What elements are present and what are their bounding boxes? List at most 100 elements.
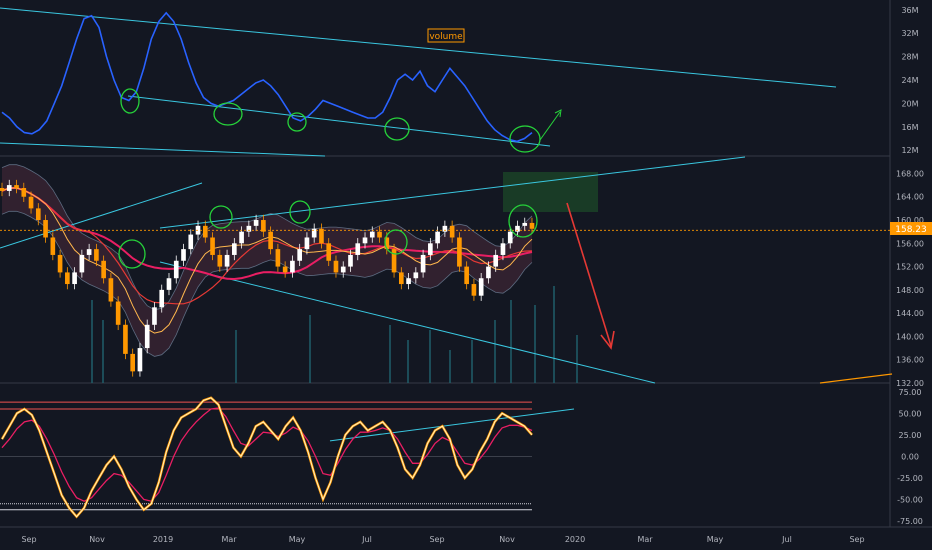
volume-line [1,11,533,143]
candle-body-3 [14,185,19,189]
price-circle-2 [209,205,233,229]
candle-body-21 [144,324,150,349]
candle-body-46 [326,243,332,261]
time-axis-tick: May [707,535,724,544]
candle-body-65 [464,266,469,285]
volume-circle-3 [287,112,307,132]
candle-body-18 [123,324,128,354]
candle-body-55 [391,249,397,273]
candle-body-62 [442,225,448,232]
candle-body-56 [398,272,404,285]
osc-axis-tick: -25.00 [897,474,923,483]
ma-mid [1,187,533,305]
volume-axis-tick: 24M [901,76,918,85]
candle-body-29 [202,225,208,238]
candle-body-73 [522,222,528,226]
candle-body-64 [457,237,462,267]
candle-body-71 [507,231,513,244]
candle-body-74 [529,222,535,229]
time-axis-tick: May [289,535,306,544]
candle-body-9 [57,254,63,273]
time-axis-tick: Nov [89,535,105,544]
candle-body-51 [362,237,368,244]
candle-body-28 [195,225,201,235]
ma-fast [1,187,533,334]
candle-body-17 [115,301,121,325]
volume-up-arrow [539,111,561,141]
time-axis-tick: 2020 [565,535,585,544]
candle-body-70 [500,243,506,255]
volume-upper-trendline [0,7,837,88]
candle-body-43 [304,237,310,250]
candle-body-45 [319,228,324,244]
price-panel [0,156,893,384]
candle-body-48 [340,266,346,273]
time-axis-tick: Mar [221,535,237,544]
osc-axis-tick: 0.00 [901,452,919,461]
candle-body-33 [232,243,237,255]
volume-circle-1 [120,88,140,114]
osc-trendline [329,408,575,442]
candle-body-57 [406,278,411,285]
candle-body-68 [486,266,491,279]
candle-body-32 [224,254,230,267]
candle-body-42 [297,249,302,261]
candle-body-13 [86,249,92,255]
price-lower-trendline [159,261,656,384]
candle-body-22 [152,307,157,325]
time-axis-tick: Mar [637,535,653,544]
volume-axis-tick: 20M [901,99,918,108]
osc-axis-tick: 50.00 [899,409,922,418]
time-axis-tick: Sep [849,535,864,544]
price-axis-tick: 140.00 [896,332,924,341]
price-axis-tick: 144.00 [896,309,924,318]
price-axis-tick: 136.00 [896,356,924,365]
axes: 36M32M28M24M20M16M12M168.00164.00160.001… [21,6,924,544]
price-trendline-left [0,182,203,249]
candle-body-11 [72,272,77,285]
last-price-tag [890,222,932,235]
candle-body-19 [130,353,136,372]
osc-signal-line [1,407,533,502]
candle-body-4 [21,188,27,197]
candle-body-54 [384,237,390,250]
candle-body-37 [261,220,266,232]
osc-axis-tick: -50.00 [897,495,923,504]
last-price-value: 158.23 [895,225,927,235]
candle-body-14 [94,249,99,261]
volume-circle-2 [213,102,243,126]
price-upper-trendline [159,156,746,229]
osc-main-line [1,397,533,518]
osc-axis-tick: 75.00 [899,388,922,397]
candle-body-50 [355,243,361,255]
candle-body-39 [275,249,281,267]
candle-body-47 [333,260,339,273]
price-axis-tick: 132.00 [896,379,924,388]
price-axis-tick: 156.00 [896,239,924,248]
forecast-arrow [566,202,612,347]
candle-body-52 [369,231,375,238]
candle-body-1 [0,188,5,191]
forecast-arrowhead [600,330,615,350]
volume-axis-tick: 28M [901,53,918,62]
volume-axis-tick: 32M [901,29,918,38]
candle-body-41 [290,260,295,273]
candle-body-35 [246,225,252,232]
candle-body-15 [101,260,106,279]
lower-band [1,210,533,357]
candle-body-23 [159,289,165,308]
candle-body-6 [35,208,41,221]
volume-label-box [427,28,465,43]
candle-body-30 [210,237,215,255]
time-axis-tick: Nov [499,535,515,544]
volume-label: volume [429,32,463,42]
time-axis-tick: Jul [781,535,792,544]
volume-lower-trendline [127,95,551,147]
price-axis-tick: 148.00 [896,286,924,295]
candle-body-34 [239,231,244,244]
time-axis-tick: Jul [361,535,372,544]
candle-body-38 [268,231,273,250]
price-axis-tick: 164.00 [896,193,924,202]
candle-body-58 [413,272,419,279]
